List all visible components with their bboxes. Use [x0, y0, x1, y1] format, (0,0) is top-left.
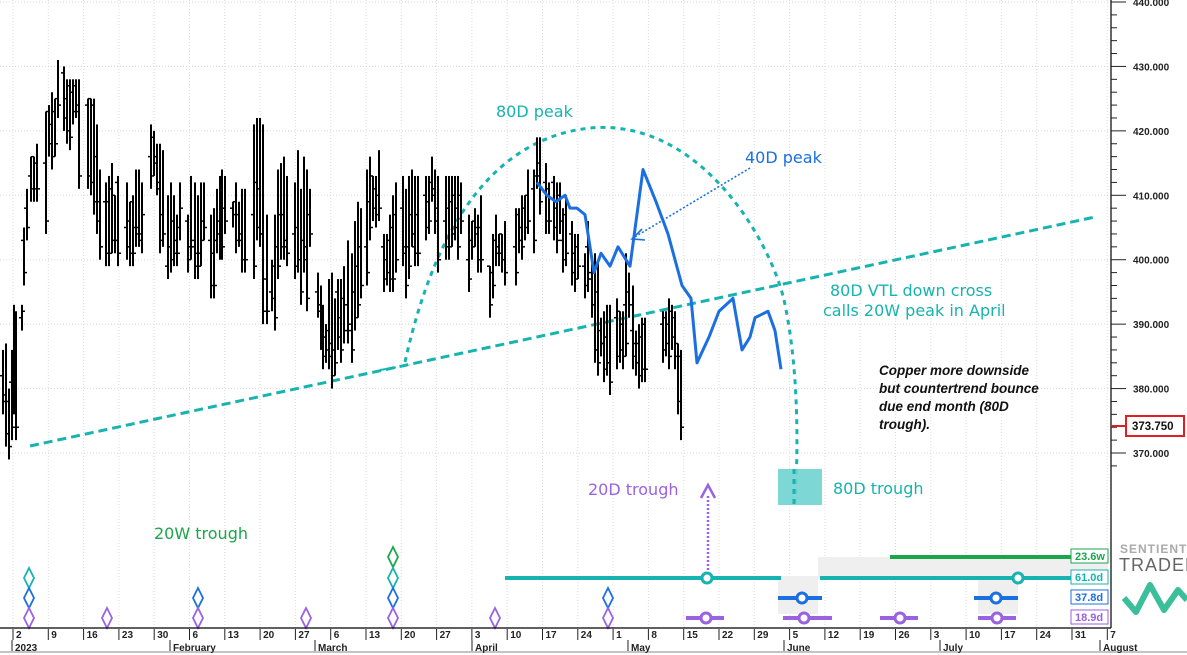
- svg-text:19: 19: [863, 630, 875, 641]
- svg-text:10: 10: [510, 630, 522, 641]
- peak-80d-arc: [403, 126, 799, 504]
- svg-text:12: 12: [828, 630, 840, 641]
- svg-text:2023: 2023: [15, 643, 38, 654]
- svg-text:27: 27: [440, 630, 452, 641]
- svg-text:400.000: 400.000: [1133, 256, 1170, 267]
- sentient-trader-logo: SENTIENT TRADER: [1119, 542, 1187, 615]
- svg-text:20: 20: [263, 630, 275, 641]
- svg-text:SENTIENT: SENTIENT: [1120, 542, 1187, 556]
- cycle-panel: [22, 544, 1071, 631]
- svg-text:24: 24: [581, 630, 593, 641]
- svg-text:13: 13: [369, 630, 381, 641]
- period-23-6w: 23.6w: [1075, 551, 1105, 563]
- svg-text:410.000: 410.000: [1133, 191, 1170, 202]
- svg-text:February: February: [173, 643, 216, 654]
- arrow-up-icon: [699, 482, 717, 499]
- label-20w-trough: 20W trough: [154, 524, 248, 543]
- svg-text:31: 31: [1075, 630, 1087, 641]
- projection-line: [535, 168, 783, 370]
- period-37-8d: 37.8d: [1075, 592, 1103, 604]
- label-80d-trough: 80D trough: [833, 479, 924, 498]
- svg-text:7: 7: [1110, 630, 1116, 641]
- svg-text:20: 20: [404, 630, 416, 641]
- svg-text:29: 29: [757, 630, 769, 641]
- time-axis: 2 9 16 23 30 6 13 20 27 6 13 20 27 3 10 17 24 1 8 15 22 29 5 12…: [11, 629, 1138, 654]
- label-80d-peak: 80D peak: [496, 102, 574, 121]
- last-price-tag: [1125, 415, 1185, 437]
- svg-text:8: 8: [651, 630, 657, 641]
- arrowhead-icon: [630, 228, 646, 241]
- svg-text:10: 10: [969, 630, 981, 641]
- svg-text:420.000: 420.000: [1133, 127, 1170, 138]
- price-axis: 370.000 380.000 390.000 400.000 410.000 420.0…: [1111, 0, 1170, 467]
- price-bars: [0, 59, 684, 460]
- svg-text:26: 26: [899, 630, 911, 641]
- note-line-3: due end month (80D: [879, 399, 1009, 414]
- svg-text:16: 16: [87, 630, 99, 641]
- svg-text:May: May: [631, 643, 651, 654]
- svg-text:March: March: [318, 643, 347, 654]
- cycle-shading: [778, 557, 1108, 614]
- note-line-1: Copper more downside: [879, 363, 1030, 378]
- note-line-2: but countertrend bounce: [879, 381, 1039, 396]
- period-61-0d: 61.0d: [1075, 572, 1103, 584]
- note-line-4: trough).: [879, 417, 930, 432]
- label-20d-trough: 20D trough: [588, 480, 679, 499]
- svg-text:9: 9: [51, 630, 57, 641]
- svg-text:13: 13: [228, 630, 240, 641]
- svg-text:August: August: [1103, 643, 1138, 654]
- svg-text:2: 2: [16, 630, 22, 641]
- label-vtl-line1: 80D VTL down cross: [830, 281, 992, 300]
- svg-text:17: 17: [546, 630, 558, 641]
- last-price-value: 373.750: [1132, 421, 1174, 433]
- peak-40d-arrow: [632, 167, 751, 239]
- svg-text:370.000: 370.000: [1133, 449, 1170, 460]
- svg-text:390.000: 390.000: [1133, 320, 1170, 331]
- svg-text:22: 22: [722, 630, 734, 641]
- vtl-segment-march: [379, 364, 411, 371]
- svg-text:5: 5: [793, 630, 799, 641]
- svg-text:3: 3: [934, 630, 940, 641]
- svg-text:27: 27: [298, 630, 310, 641]
- label-vtl-line2: calls 20W peak in April: [823, 301, 1006, 320]
- logo-mark-icon: [1121, 582, 1187, 615]
- svg-text:30: 30: [157, 630, 169, 641]
- svg-text:6: 6: [193, 630, 199, 641]
- svg-text:July: July: [943, 643, 963, 654]
- svg-text:17: 17: [1004, 630, 1016, 641]
- svg-text:April: April: [475, 643, 498, 654]
- svg-text:430.000: 430.000: [1133, 62, 1170, 73]
- period-18-9d: 18.9d: [1075, 612, 1103, 624]
- svg-text:1: 1: [616, 630, 622, 641]
- svg-text:380.000: 380.000: [1133, 385, 1170, 396]
- trough-80d-box: [778, 469, 822, 505]
- svg-text:6: 6: [334, 630, 340, 641]
- svg-text:440.000: 440.000: [1133, 0, 1170, 9]
- svg-text:15: 15: [687, 630, 699, 641]
- label-40d-peak: 40D peak: [745, 148, 823, 167]
- svg-text:June: June: [787, 643, 811, 654]
- cycle-period-labels: 23.6w 61.0d 37.8d 18.9d: [1070, 548, 1109, 625]
- svg-text:24: 24: [1040, 630, 1052, 641]
- svg-text:TRADER: TRADER: [1119, 555, 1187, 575]
- svg-text:23: 23: [122, 630, 134, 641]
- svg-text:3: 3: [475, 630, 481, 641]
- grid-lines: [0, 0, 1111, 628]
